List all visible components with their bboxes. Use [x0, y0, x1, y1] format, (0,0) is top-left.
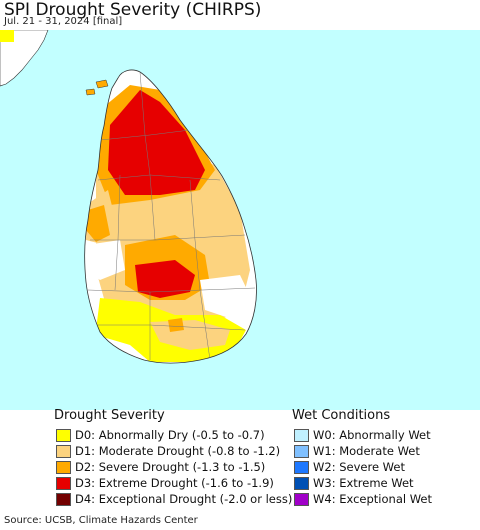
india-coast: [0, 30, 49, 87]
swatch-d4: [56, 492, 71, 506]
legend-w3-label: W3: Extreme Wet: [313, 476, 414, 490]
legend-d3: D3: Extreme Drought (-1.6 to -1.9): [56, 475, 274, 491]
india-dry-patch: [0, 30, 14, 42]
legend-w3: W3: Extreme Wet: [294, 475, 414, 491]
swatch-d1: [56, 444, 71, 458]
legend-d2: D2: Severe Drought (-1.3 to -1.5): [56, 459, 265, 475]
legend-w2: W2: Severe Wet: [294, 459, 405, 475]
legend-w1: W1: Moderate Wet: [294, 443, 420, 459]
zone-d3-north: [108, 90, 205, 195]
zone-d3-central: [135, 260, 195, 298]
legend-d1-label: D1: Moderate Drought (-0.8 to -1.2): [75, 444, 281, 458]
legend-w4: W4: Exceptional Wet: [294, 491, 432, 507]
legend-w2-label: W2: Severe Wet: [313, 460, 405, 474]
swatch-w2: [294, 460, 309, 474]
legend-d0-label: D0: Abnormally Dry (-0.5 to -0.7): [75, 428, 265, 442]
drought-map: [0, 30, 480, 410]
map-subtitle: Jul. 21 - 31, 2024 [final]: [4, 16, 123, 27]
zone-none-west: [86, 240, 125, 280]
zone-d2-south: [168, 318, 184, 332]
zone-none-east: [200, 275, 252, 320]
zone-d2-west: [86, 205, 110, 242]
legend-d2-label: D2: Severe Drought (-1.3 to -1.5): [75, 460, 266, 474]
drought-legend-title: Drought Severity: [54, 408, 165, 423]
sri-lanka-outline: [84, 69, 257, 364]
legend-d0: D0: Abnormally Dry (-0.5 to -0.7): [56, 427, 265, 443]
legend-d3-label: D3: Extreme Drought (-1.6 to -1.9): [75, 476, 274, 490]
drought-zones: [86, 85, 252, 362]
legend-w1-label: W1: Moderate Wet: [313, 444, 420, 458]
legend-d4: D4: Exceptional Drought (-2.0 or less): [56, 491, 292, 507]
swatch-d3: [56, 476, 71, 490]
legend-w0-label: W0: Abnormally Wet: [313, 428, 431, 442]
islet-1: [95, 79, 109, 89]
swatch-w1: [294, 444, 309, 458]
legend-d1: D1: Moderate Drought (-0.8 to -1.2): [56, 443, 280, 459]
swatch-d2: [56, 460, 71, 474]
swatch-w0: [294, 428, 309, 442]
source-credit: Source: UCSB, Climate Hazards Center: [4, 515, 198, 526]
legend-w0: W0: Abnormally Wet: [294, 427, 431, 443]
district-boundaries: [87, 71, 256, 361]
swatch-w4: [294, 492, 309, 506]
map-title: SPI Drought Severity (CHIRPS): [4, 0, 262, 20]
islet-2: [85, 88, 96, 96]
wet-legend-title: Wet Conditions: [292, 408, 391, 423]
swatch-d0: [56, 428, 71, 442]
swatch-w3: [294, 476, 309, 490]
legend-d4-label: D4: Exceptional Drought (-2.0 or less): [75, 492, 293, 506]
legend-w4-label: W4: Exceptional Wet: [313, 492, 432, 506]
